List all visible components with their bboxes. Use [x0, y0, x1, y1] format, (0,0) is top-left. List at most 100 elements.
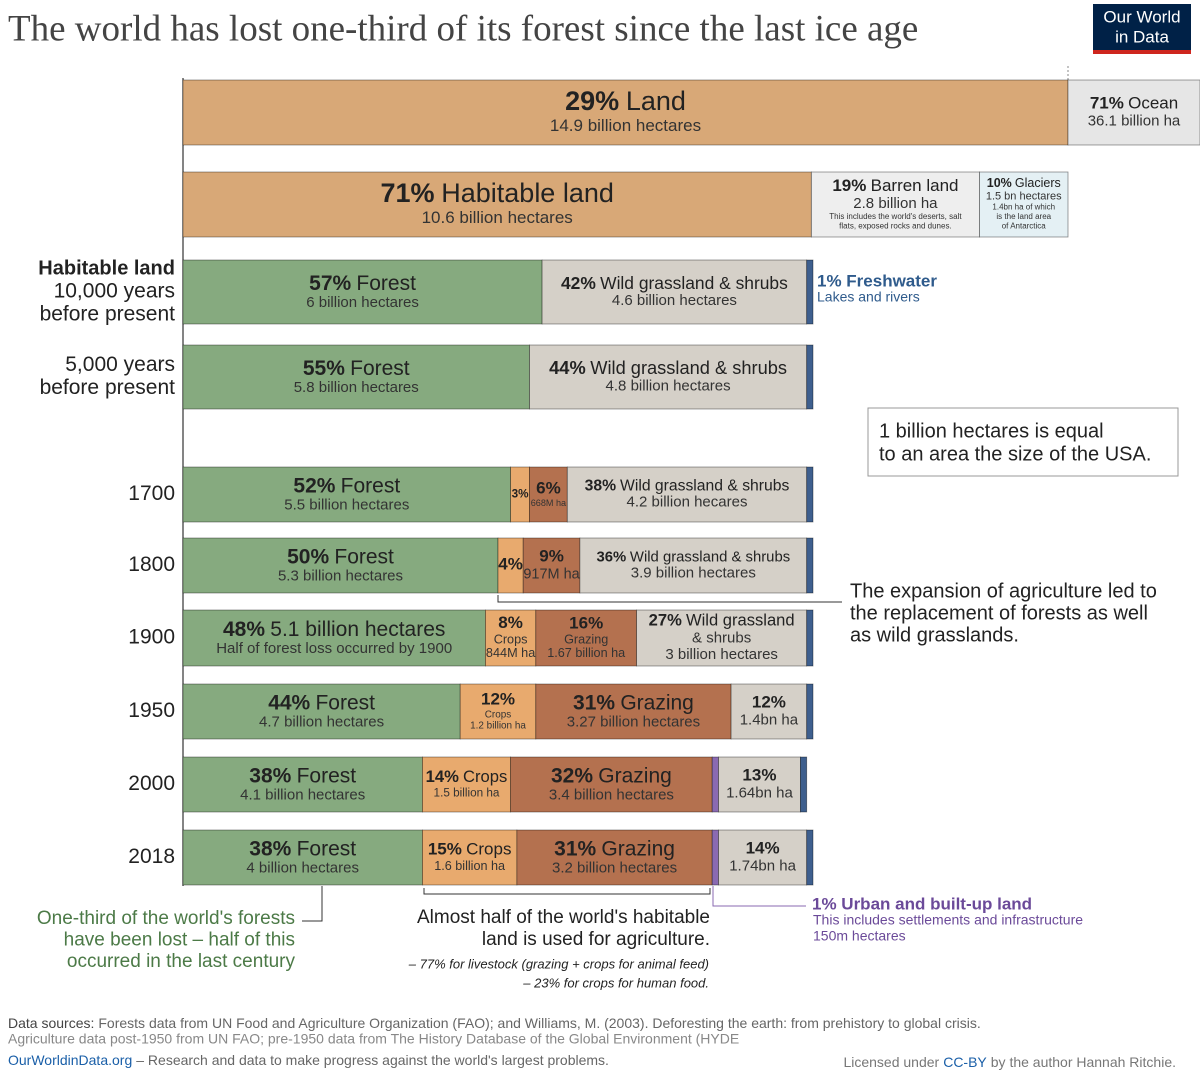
logo-text: in Data: [1115, 27, 1169, 46]
segment-label: 31% Grazing: [573, 691, 694, 714]
segment-percent: 42%: [561, 272, 596, 292]
expansion-text: the replacement of forests as well: [850, 602, 1148, 624]
sources-label: Data sources:: [8, 1015, 94, 1031]
segment-detail: 1.5 bn hectares: [986, 191, 1062, 203]
segment-label: 16%: [569, 614, 603, 633]
segment-name: Land: [626, 86, 686, 116]
segment: [510, 756, 713, 813]
segment: [806, 609, 814, 667]
segment: [182, 79, 1069, 146]
segment-percent: 31%: [554, 837, 596, 860]
segment: [718, 756, 801, 813]
segment-label: 36% Wild grassland & shrubs: [596, 549, 790, 565]
segment: [459, 683, 537, 740]
forest-loss-text: occurred in the last century: [67, 951, 296, 972]
segment: [806, 537, 814, 594]
segment-label: 9%: [539, 547, 564, 566]
segment-percent: 44%: [549, 357, 586, 378]
segment-percent: 32%: [551, 764, 593, 787]
segment-detail: 4.6 billion hectares: [612, 292, 737, 309]
segment: [711, 756, 719, 813]
segment-note: 1.4bn ha of which: [992, 203, 1055, 212]
segment: [730, 683, 808, 740]
segment-label: 14% Crops: [426, 767, 508, 786]
forest-loss-text: One-third of the world's forests: [37, 908, 295, 929]
segment-name: Forest: [297, 764, 357, 787]
segment-detail: 917M ha: [523, 566, 580, 582]
sources: Data sources: Forests data from UN Food a…: [8, 1015, 981, 1031]
segment: [1067, 79, 1200, 146]
segment-detail: Crops: [485, 710, 512, 721]
urban-leader: [712, 886, 806, 907]
segment-name: Grazing: [598, 764, 672, 787]
license-text: Licensed under: [843, 1054, 939, 1070]
segment-detail: 1.6 billion ha: [434, 859, 506, 873]
row-label: 2000: [128, 772, 175, 795]
forest-loss-text: have been lost – half of this: [64, 930, 295, 951]
segment-label: 32% Grazing: [551, 764, 672, 787]
segment-detail: 3 billion hectares: [665, 646, 778, 663]
segment-label: 44% Forest: [268, 691, 375, 714]
note-text: 1 billion hectares is equal: [879, 420, 1104, 442]
segment: [516, 829, 713, 886]
segment-label: 4%: [498, 555, 523, 574]
segment-label: 19% Barren land: [832, 176, 958, 195]
segment-label: 38% Wild grassland & shrubs: [585, 477, 790, 494]
segment-detail: 3.4 billion hectares: [549, 786, 674, 803]
segment-detail: 4.2 billion hecares: [627, 494, 748, 511]
segment-label: 29% Land: [565, 86, 686, 116]
row-label: 1900: [128, 626, 175, 649]
agriculture-detail: – 23% for crops for human food.: [522, 975, 709, 990]
segment-note: of Antarctica: [1002, 222, 1047, 231]
agriculture-detail: – 77% for livestock (grazing + crops for…: [408, 956, 709, 971]
segment-name: Forest: [334, 545, 394, 568]
row-heading: Habitable land: [38, 257, 175, 279]
segment-name: 5.1 billion hectares: [270, 617, 445, 640]
freshwater-text: Lakes and rivers: [817, 289, 920, 305]
segment-detail: 6 billion hectares: [306, 294, 419, 311]
site-link[interactable]: OurWorldinData.org: [8, 1052, 132, 1068]
segment-detail: 2.8 billion ha: [853, 195, 938, 212]
logo-text: Our World: [1103, 7, 1180, 26]
segment-detail: 3.9 billion hectares: [631, 564, 756, 581]
segment: [497, 537, 524, 594]
segment-label: 71% Ocean: [1090, 94, 1178, 113]
license-link[interactable]: CC-BY: [943, 1054, 987, 1070]
segment-detail: 1.67 billion ha: [547, 646, 626, 660]
segment-percent: 31%: [573, 691, 615, 714]
segment-note: is the land area: [996, 212, 1051, 221]
segment-percent: 71%: [380, 178, 434, 208]
segment-percent: 50%: [287, 545, 329, 568]
segment: [182, 683, 461, 740]
segment-name: Forest: [341, 474, 401, 497]
expansion-text: as wild grasslands.: [850, 624, 1019, 646]
segment-name: Wild grassland: [686, 611, 795, 630]
segment-percent: 38%: [249, 837, 291, 860]
row-label: 1800: [128, 553, 175, 576]
segment-detail: & shrubs: [692, 630, 751, 647]
segment-detail: Grazing: [564, 632, 608, 646]
segment-percent: 19%: [832, 176, 866, 195]
segment-name: Ocean: [1128, 94, 1178, 113]
segment-detail: 4.1 billion hectares: [240, 786, 365, 803]
urban-text: 150m hectares: [813, 928, 906, 944]
note-text: to an area the size of the USA.: [879, 443, 1151, 465]
segment-label: 55% Forest: [303, 356, 410, 379]
segment-percent: 38%: [249, 764, 291, 787]
segment: [529, 344, 808, 410]
row-label: 1950: [128, 699, 175, 722]
segment: [182, 344, 530, 410]
segment: [484, 609, 537, 667]
logo-box: [1093, 4, 1191, 54]
segment-detail: Crops: [494, 632, 528, 646]
segment: [979, 171, 1069, 238]
segment-percent: 14%: [746, 839, 780, 858]
segment-detail: 10.6 billion hectares: [422, 208, 573, 227]
segment-detail: 844M ha: [486, 646, 536, 660]
segment-detail: 668M ha: [531, 498, 567, 508]
segment-name: Forest: [356, 271, 416, 294]
row-label: before present: [40, 376, 176, 399]
segment-percent: 12%: [752, 693, 786, 712]
bracket: [497, 595, 842, 603]
